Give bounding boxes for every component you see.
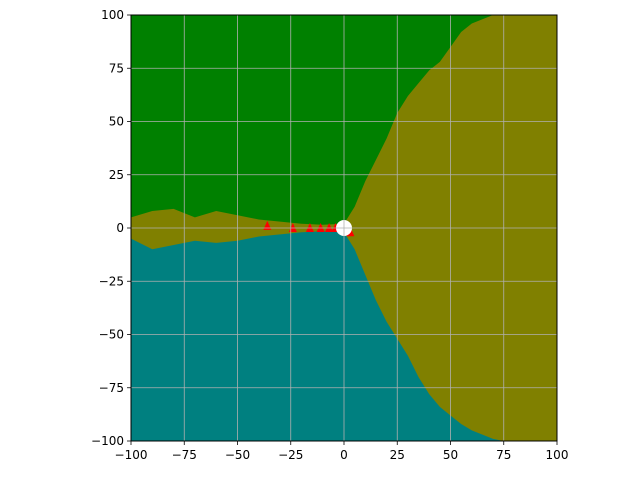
y-tick-label: −100: [91, 434, 124, 448]
x-tick-label: −100: [115, 448, 148, 462]
y-tick-label: −75: [99, 381, 124, 395]
y-tick-label: 25: [109, 168, 124, 182]
x-tick-label: −75: [172, 448, 197, 462]
y-tick-label: 50: [109, 115, 124, 129]
y-tick-label: −50: [99, 328, 124, 342]
x-tick-label: 0: [340, 448, 348, 462]
y-tick-label: −25: [99, 274, 124, 288]
y-tick-label: 0: [116, 221, 124, 235]
grid: [130, 14, 558, 442]
x-tick-label: −25: [278, 448, 303, 462]
red-marker: [316, 223, 325, 232]
x-tick-label: 50: [443, 448, 458, 462]
red-marker: [325, 223, 334, 232]
x-axis: −100 −75 −50 −25 0 25 50 75 100: [115, 441, 569, 462]
x-tick-label: −50: [225, 448, 250, 462]
x-tick-label: 100: [546, 448, 569, 462]
x-tick-label: 25: [390, 448, 405, 462]
x-tick-label: 75: [496, 448, 511, 462]
red-marker: [305, 223, 314, 232]
y-tick-label: 75: [109, 61, 124, 75]
y-tick-label: 100: [101, 8, 124, 22]
y-axis: −100 −75 −50 −25 0 25 50 75 100: [91, 8, 131, 448]
